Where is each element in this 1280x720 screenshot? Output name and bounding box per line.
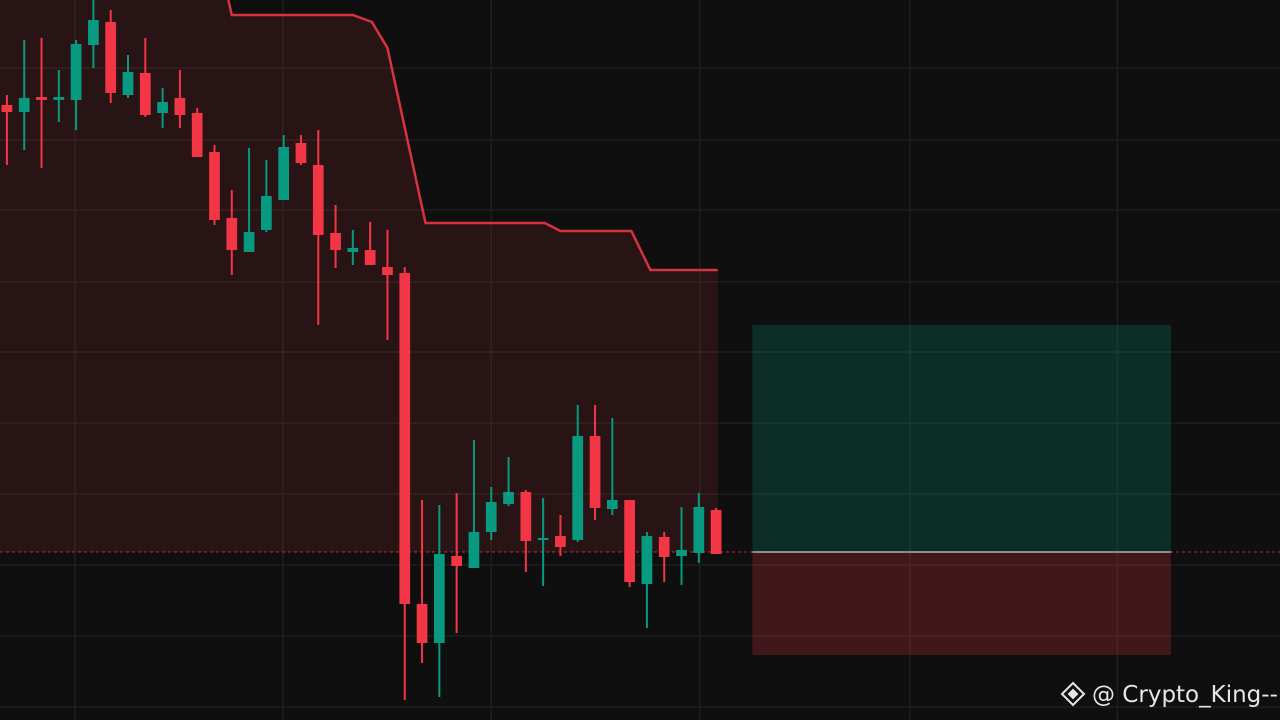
candle-body [537,538,549,540]
candle-body [624,500,635,582]
candle-body [122,72,134,95]
candle-body [658,537,670,557]
candle-body [226,218,238,250]
candle-body [606,500,618,509]
candle-body [347,248,359,252]
candle-body [157,102,168,113]
candle-body [468,532,480,568]
candle-body [88,20,99,45]
candle-body [209,152,220,220]
candle-body [433,554,445,643]
candle-body [572,436,584,540]
plot [0,0,1280,700]
candle-body [399,273,411,604]
candle-body [36,97,47,100]
candle-body [693,507,705,553]
watermark: @ Crypto_King-- [1092,682,1278,708]
trail-line [227,0,718,272]
candle-body [53,97,65,100]
stop-zone [752,552,1172,655]
candle-body [676,550,687,556]
candle-body [364,250,376,265]
candle-body [485,502,497,532]
candle-body [243,232,255,252]
candle-body [555,536,566,547]
candle-body [589,436,601,508]
candle-body [503,492,514,504]
candle-body [641,536,653,584]
candle-body [278,147,290,200]
candle-body [382,267,393,275]
candle-body [1,105,13,112]
candle-body [191,113,203,157]
candle-body [451,556,463,566]
candle-body [710,510,722,554]
candle-body [139,73,151,115]
candle-body [295,143,307,163]
candle-body [312,165,324,235]
candle-body [261,196,272,230]
candle-body [416,604,428,643]
candle-body [520,492,532,541]
candle-body [70,44,82,100]
watermark-icon [1060,681,1086,707]
candle-body [174,98,186,115]
target-zone [752,325,1172,552]
candle-body [105,22,117,93]
candle-body [330,233,341,250]
candle-body [18,98,30,112]
